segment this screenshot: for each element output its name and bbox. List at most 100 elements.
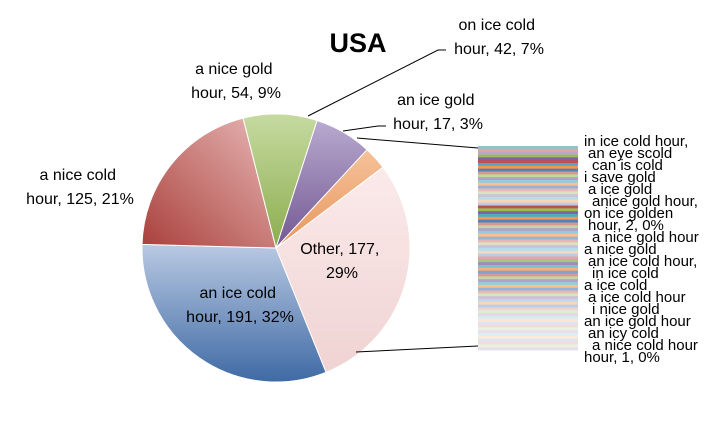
breakout-stripe [478,310,578,314]
label-a-nice-cold: a nice cold hour, 125, 21% [26,167,134,208]
breakout-connector-top [356,137,479,149]
breakout-label: can is cold [592,157,663,174]
breakout-label: hour, 1, 0% [584,349,660,366]
breakout-stripe [478,341,578,345]
breakout-stripe [478,168,578,172]
breakout-stripe [478,333,578,337]
breakout-stripe [478,225,578,229]
breakout-label: i save gold [584,169,656,186]
breakout-stripe [478,208,578,212]
breakout-stripe [478,347,578,351]
breakout-label: hour, 2, 0% [588,217,664,234]
breakout-stripe [478,307,578,311]
label-other: Other, 177, 29% [300,241,384,282]
breakout-stripe [478,163,578,167]
breakout-label: a ice gold [588,181,652,198]
breakout-stripe [478,321,578,325]
breakout-label: an eye scold [588,145,672,162]
breakout-stripe [478,296,578,300]
breakout-stripe [478,171,578,175]
breakout-stripe [478,262,578,266]
breakout-stripe [478,250,578,255]
breakout-label: a ice cold [584,277,647,294]
breakout-stripe [478,338,578,342]
breakout-label: anice gold hour, [592,193,698,210]
breakout-stripe [478,154,578,158]
breakout-label: a nice cold hour [592,337,698,354]
label-on-ice-cold: on ice cold hour, 42, 7% [454,17,544,58]
breakout-stripe [478,242,578,246]
breakout-stripe [478,276,578,280]
breakout-stripe [478,273,578,277]
breakout-stripe [478,151,578,155]
breakout-stripe [478,284,578,289]
breakout-stripe [478,214,578,218]
breakout-label: an icy cold [588,325,659,342]
breakout-stripe [478,282,578,286]
breakout-stripe [478,233,578,238]
breakout-label: in ice cold [592,265,659,282]
breakout-stripe [478,256,578,260]
breakout-stripe [478,236,578,240]
breakout-stripe [478,270,578,274]
breakout-stripe [478,148,578,153]
breakout-stripe [478,324,578,328]
breakout-label: an ice cold hour, [588,253,697,270]
breakout-stripe [478,205,578,209]
breakout-label: a ice cold hour [588,289,686,306]
breakout-stripe [478,194,578,198]
chart-title: USA [329,28,386,58]
breakout-stripe [478,313,578,317]
label-a-nice-gold: a nice gold hour, 54, 9% [191,61,281,102]
pie-slice-an-ice-cold-hour [141,243,327,383]
breakout-stripe [478,174,578,178]
breakout-stripe [478,316,578,320]
breakout-stripe [478,211,578,215]
breakout-stripe [478,301,578,306]
breakout-stripe [478,202,578,206]
breakout-label: i nice gold [592,301,660,318]
breakout-label: a nice gold hour [592,229,699,246]
breakout-stripe [478,327,578,331]
breakout-stripe [478,185,578,189]
breakout-label: a nice gold [584,241,657,258]
breakout-stripe [478,304,578,308]
breakout-stripe [478,248,578,252]
breakout-stripe [478,191,578,195]
breakout-stripe [478,253,578,257]
breakout-stripe [478,279,578,283]
breakout-stripe [478,239,578,243]
breakout-stripe [478,216,578,221]
breakout-connector-bottom [355,345,479,353]
breakout-stripe [478,290,578,294]
breakout-label: on ice golden [584,205,673,222]
breakout-stripe [478,165,578,170]
breakout-stripe [478,330,578,334]
label-an-ice-cold: an ice cold hour, 191, 32% [186,285,294,326]
breakout-stripe [478,318,578,323]
breakout-stripe [478,222,578,226]
breakout-stripe [478,265,578,269]
pie-slice-other [275,166,411,373]
breakout-label: an ice gold hour [584,313,691,330]
breakout-stripe [478,344,578,348]
leader-line-an-ice-gold [342,125,386,132]
label-an-ice-gold: an ice gold hour, 17, 3% [393,92,483,133]
breakout-stripe [478,188,578,192]
breakout-stripe [478,299,578,303]
breakout-stripe [478,146,578,150]
breakout-stripe [478,245,578,249]
breakout-stripe [478,267,578,272]
breakout-stripe [478,157,578,161]
pie-slice-a-nice-cold-hour [141,117,277,249]
breakout-stripe [478,219,578,223]
breakout-stripe [478,231,578,235]
breakout-stripe [478,335,578,340]
breakout-label: in ice cold hour, [584,133,688,150]
breakout-stripe [478,197,578,201]
breakout-stripe [478,259,578,263]
leader-line-on-ice-cold [307,49,446,117]
breakout-stripe [478,182,578,187]
